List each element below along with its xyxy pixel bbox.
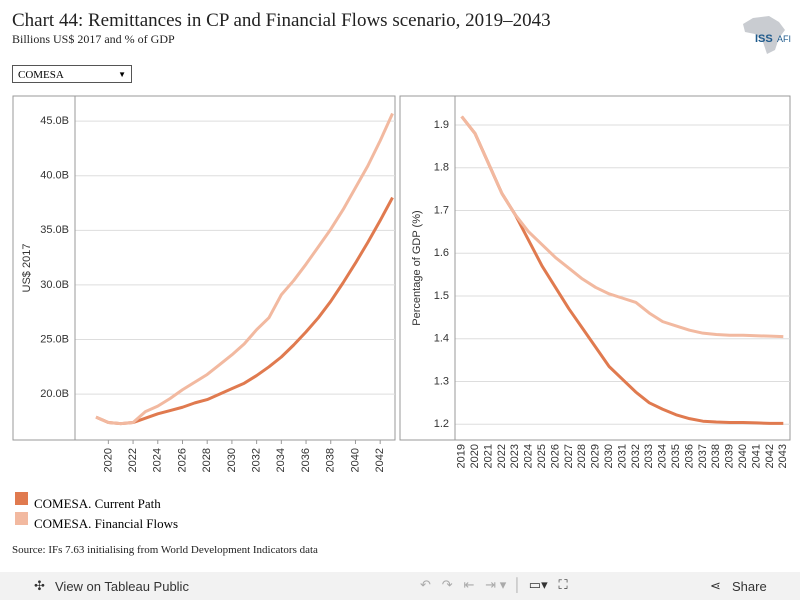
x-tick-label: 2021 [482, 444, 494, 468]
toolbar-icons[interactable]: ↶ ↷ ⇤ ⇥ ▾ │ ▭▾ ⛶ [420, 577, 568, 592]
x-tick-label: 2040 [349, 448, 361, 472]
y-axis-label: US$ 2017 [21, 244, 33, 293]
x-tick-label: 2025 [536, 444, 548, 468]
x-tick-label: 2035 [670, 444, 682, 468]
y-tick-label: 1.2 [434, 418, 449, 430]
x-tick-label: 2039 [724, 444, 736, 468]
y-tick-label: 1.9 [434, 119, 449, 131]
x-tick-label: 2024 [523, 444, 535, 468]
y-tick-label: 1.4 [434, 333, 449, 345]
logo-text: ISS [755, 33, 773, 45]
view-link[interactable]: View on Tableau Public [55, 579, 189, 594]
x-tick-label: 2019 [456, 444, 468, 468]
y-tick-label: 20.0B [40, 388, 69, 400]
title: Chart 44: Remittances in CP and Financia… [12, 10, 551, 31]
logo: ISS AFI [743, 16, 791, 54]
share-button[interactable]: Share [732, 579, 767, 594]
x-tick-label: 2027 [563, 444, 575, 468]
y-tick-label: 1.5 [434, 290, 449, 302]
x-tick-label: 2041 [750, 444, 762, 468]
x-tick-label: 2030 [226, 448, 238, 472]
x-tick-label: 2028 [576, 444, 588, 468]
share-icon: ⋖ [710, 578, 721, 593]
x-tick-label: 2037 [697, 444, 709, 468]
y-tick-label: 1.3 [434, 375, 449, 387]
legend-label[interactable]: COMESA. Financial Flows [34, 516, 179, 531]
legend-swatch [15, 512, 28, 525]
x-tick-label: 2038 [325, 448, 337, 472]
x-tick-label: 2026 [176, 448, 188, 472]
filter-dropdown[interactable]: COMESA [12, 65, 132, 84]
logo-suffix: AFI [777, 34, 791, 44]
x-tick-label: 2031 [616, 444, 628, 468]
x-tick-label: 2034 [657, 444, 669, 468]
x-tick-label: 2023 [509, 444, 521, 468]
y-axis-label: Percentage of GDP (%) [411, 210, 423, 325]
panel-frame [12, 95, 396, 441]
x-tick-label: 2033 [643, 444, 655, 468]
x-tick-label: 2042 [374, 448, 386, 472]
x-tick-label: 2022 [127, 448, 139, 472]
subtitle: Billions US$ 2017 and % of GDP [12, 32, 175, 46]
x-tick-label: 2030 [603, 444, 615, 468]
x-tick-label: 2020 [469, 444, 481, 468]
y-tick-label: 1.6 [434, 247, 449, 259]
x-tick-label: 2026 [549, 444, 561, 468]
x-tick-label: 2043 [777, 444, 789, 468]
y-tick-label: 25.0B [40, 333, 69, 345]
toolbar: ✣ View on Tableau Public ↶ ↷ ⇤ ⇥ ▾ │ ▭▾ … [0, 572, 800, 600]
x-tick-label: 2038 [710, 444, 722, 468]
x-tick-label: 2040 [737, 444, 749, 468]
x-tick-label: 2042 [764, 444, 776, 468]
x-tick-label: 2036 [300, 448, 312, 472]
legend-label[interactable]: COMESA. Current Path [34, 496, 161, 511]
charts: 2020 2022 2024 2026 2028 2030 2032 2034 2036 2038… [12, 95, 791, 472]
x-tick-label: 2036 [683, 444, 695, 468]
y-tick-label: 35.0B [40, 224, 69, 236]
y-tick-label: 45.0B [40, 115, 69, 127]
series-line [460, 115, 784, 339]
x-tick-label: 2029 [590, 444, 602, 468]
tableau-icon: ✣ [34, 578, 45, 593]
x-tick-label: 2034 [275, 448, 287, 472]
y-tick-label: 1.7 [434, 204, 449, 216]
x-tick-label: 2032 [251, 448, 263, 472]
x-tick-label: 2032 [630, 444, 642, 468]
legend-swatch [15, 492, 28, 505]
source: Source: IFs 7.63 initialising from World… [12, 544, 318, 556]
y-tick-label: 1.8 [434, 162, 449, 174]
panel-frame [399, 95, 791, 441]
x-tick-label: 2022 [496, 444, 508, 468]
x-tick-label: 2028 [201, 448, 213, 472]
x-tick-label: 2024 [152, 448, 164, 472]
series-line [95, 112, 394, 426]
series-line [95, 196, 394, 426]
series-line [460, 115, 784, 425]
y-tick-label: 30.0B [40, 279, 69, 291]
y-tick-label: 40.0B [40, 170, 69, 182]
x-tick-label: 2020 [102, 448, 114, 472]
